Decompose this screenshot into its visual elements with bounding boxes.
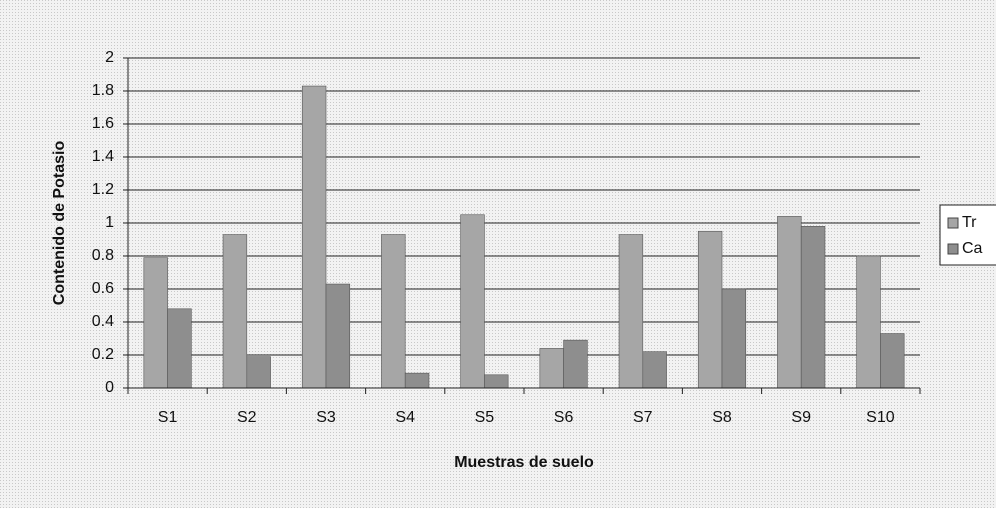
x-tick-label: S4 [395,409,415,426]
bar [143,257,168,389]
legend-label: Ca [962,240,983,257]
bar [301,85,327,389]
bar [404,372,430,389]
bar [618,234,644,389]
x-axis-title: Muestras de suelo [454,454,594,471]
x-tick-label: S7 [633,409,653,426]
x-tick-label: S1 [158,409,178,426]
y-axis-title: Contenido de Potasio [51,141,68,306]
x-tick-label: S5 [475,409,495,426]
bar [539,348,564,389]
y-tick-label: 0.2 [92,346,114,363]
x-tick-label: S9 [791,409,811,426]
y-tick-label: 2 [105,49,114,66]
y-tick-label: 0.4 [92,313,114,330]
x-tick-label: S8 [712,409,732,426]
y-tick-label: 1.6 [92,115,114,132]
legend-box [939,204,996,266]
x-tick-label: S6 [554,409,574,426]
y-tick-label: 1.8 [92,82,114,99]
x-tick-label: S3 [316,409,336,426]
y-tick-label: 0 [105,379,114,396]
x-tick-label: S2 [237,409,257,426]
legend-swatch [947,217,959,229]
legend-label: Tr [962,214,977,231]
bar [222,234,248,389]
bar [777,216,802,389]
y-tick-label: 1 [105,214,114,231]
bar [721,288,747,389]
bar [697,230,723,389]
bar [381,234,406,389]
bar [880,333,905,389]
x-tick-label: S10 [866,409,895,426]
bar [800,226,826,389]
bar [642,351,667,389]
bar [325,283,351,389]
bar [484,374,509,389]
bar [246,356,271,389]
bar [563,339,588,389]
y-tick-label: 1.4 [92,148,114,165]
y-tick-label: 1.2 [92,181,114,198]
bar [856,255,881,389]
y-tick-label: 0.6 [92,280,114,297]
legend-swatch [947,243,959,255]
y-tick-label: 0.8 [92,247,114,264]
bar [460,214,485,389]
bar [167,308,192,389]
